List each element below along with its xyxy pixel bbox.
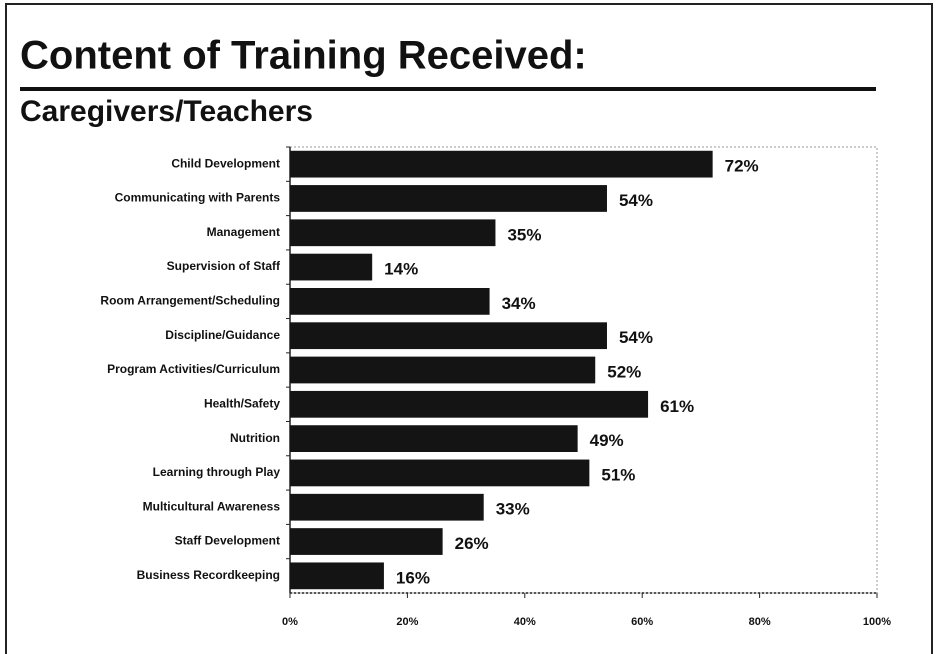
y-tick-label: Discipline/Guidance: [165, 328, 280, 342]
value-label: 61%: [660, 397, 694, 416]
bar: [290, 425, 578, 452]
y-tick-label: Room Arrangement/Scheduling: [100, 294, 280, 308]
value-label: 54%: [619, 191, 653, 210]
y-tick-label: Communicating with Parents: [115, 191, 281, 205]
y-tick-label: Learning through Play: [153, 465, 281, 479]
value-label: 35%: [507, 225, 541, 244]
value-label: 14%: [384, 260, 418, 279]
bar: [290, 185, 607, 212]
value-label: 51%: [601, 465, 635, 484]
bar: [290, 150, 713, 178]
chart-title: Content of Training Received:: [20, 34, 587, 78]
y-tick-label: Staff Development: [175, 534, 280, 548]
bar: [290, 562, 384, 590]
x-tick-label: 100%: [863, 616, 891, 628]
bar: [290, 253, 373, 281]
y-tick-label: Nutrition: [230, 431, 280, 445]
chart-subtitle: Caregivers/Teachers: [20, 95, 313, 128]
value-label: 26%: [455, 534, 489, 553]
y-tick-label: Program Activities/Curriculum: [107, 362, 280, 376]
frame: [5, 3, 933, 654]
value-label: 34%: [502, 294, 536, 313]
bar: [290, 493, 484, 521]
value-label: 33%: [496, 500, 530, 519]
bar: [290, 390, 649, 418]
bar: [290, 528, 443, 555]
x-tick-label: 20%: [396, 616, 418, 628]
value-label: 49%: [590, 431, 624, 450]
value-label: 52%: [607, 362, 641, 381]
bar: [290, 322, 607, 350]
y-tick-label: Health/Safety: [204, 396, 280, 410]
y-tick-label: Child Development: [171, 156, 280, 170]
bar: [290, 288, 490, 315]
y-tick-label: Supervision of Staff: [167, 259, 281, 273]
bar: [290, 219, 496, 247]
x-tick-label: 0%: [282, 616, 298, 628]
y-tick-label: Management: [207, 225, 280, 239]
bar: [290, 459, 590, 487]
x-tick-label: 60%: [631, 616, 653, 628]
x-tick-label: 80%: [749, 616, 771, 628]
value-label: 54%: [619, 328, 653, 347]
value-label: 72%: [725, 157, 759, 176]
y-tick-label: Business Recordkeeping: [137, 568, 280, 582]
x-tick-label: 40%: [514, 616, 536, 628]
y-tick-label: Multicultural Awareness: [143, 499, 281, 513]
value-label: 16%: [396, 568, 430, 587]
plot-area: [289, 146, 878, 594]
bar: [290, 356, 596, 384]
